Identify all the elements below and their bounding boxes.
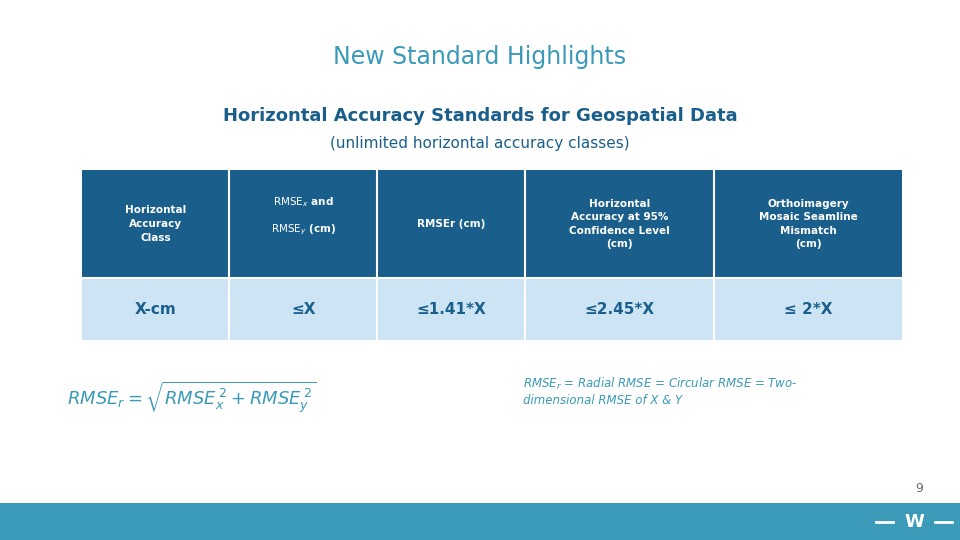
Text: ≤2.45*X: ≤2.45*X xyxy=(585,302,655,316)
FancyBboxPatch shape xyxy=(0,503,960,540)
Text: Horizontal
Accuracy at 95%
Confidence Level
(cm): Horizontal Accuracy at 95% Confidence Le… xyxy=(569,199,669,249)
Text: 9: 9 xyxy=(915,482,923,495)
Text: New Standard Highlights: New Standard Highlights xyxy=(333,45,627,69)
Text: X-cm: X-cm xyxy=(134,302,177,316)
Text: $\mathrm{RMSE}_y$ (cm): $\mathrm{RMSE}_y$ (cm) xyxy=(271,222,336,237)
Text: $\mathit{RMSE}_r = \sqrt{\mathit{RMSE}_x^{\,2} + \mathit{RMSE}_y^{\,2}}$: $\mathit{RMSE}_r = \sqrt{\mathit{RMSE}_x… xyxy=(67,379,317,415)
FancyBboxPatch shape xyxy=(82,170,902,278)
Text: $\mathit{RMSE}_r$ = Radial RMSE = Circular RMSE = Two-
dimensional RMSE of X & Y: $\mathit{RMSE}_r$ = Radial RMSE = Circul… xyxy=(523,376,798,407)
Text: ≤X: ≤X xyxy=(291,302,316,316)
Text: Horizontal
Accuracy
Class: Horizontal Accuracy Class xyxy=(125,206,186,242)
Text: (unlimited horizontal accuracy classes): (unlimited horizontal accuracy classes) xyxy=(330,136,630,151)
Text: RMSEr (cm): RMSEr (cm) xyxy=(417,219,485,229)
FancyBboxPatch shape xyxy=(82,278,902,340)
Text: Orthoimagery
Mosaic Seamline
Mismatch
(cm): Orthoimagery Mosaic Seamline Mismatch (c… xyxy=(758,199,857,249)
Text: W: W xyxy=(905,512,924,531)
Text: ≤ 2*X: ≤ 2*X xyxy=(783,302,832,316)
Text: Horizontal Accuracy Standards for Geospatial Data: Horizontal Accuracy Standards for Geospa… xyxy=(223,107,737,125)
Text: ≤1.41*X: ≤1.41*X xyxy=(416,302,486,316)
Text: $\mathrm{RMSE}_x$ and: $\mathrm{RMSE}_x$ and xyxy=(273,195,333,210)
